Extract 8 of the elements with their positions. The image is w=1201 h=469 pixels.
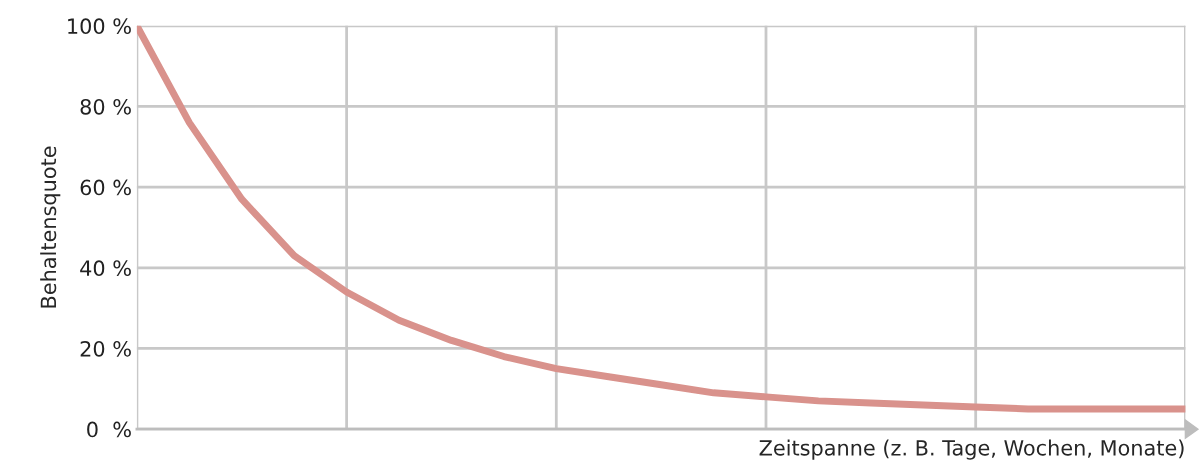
y-tick-label: 20 % — [80, 340, 131, 357]
y-tick-label: 80 % — [80, 98, 131, 115]
y-axis-title: Behaltensquote — [40, 146, 61, 308]
y-tick-label: 40 % — [80, 260, 131, 277]
x-axis-title: Zeitspanne (z. B. Tage, Wochen, Monate) — [759, 439, 1184, 460]
y-tick-label: 100 % — [68, 18, 131, 35]
y-tick-label: 60 % — [80, 179, 131, 196]
y-tick-label: 0 % — [87, 421, 131, 438]
